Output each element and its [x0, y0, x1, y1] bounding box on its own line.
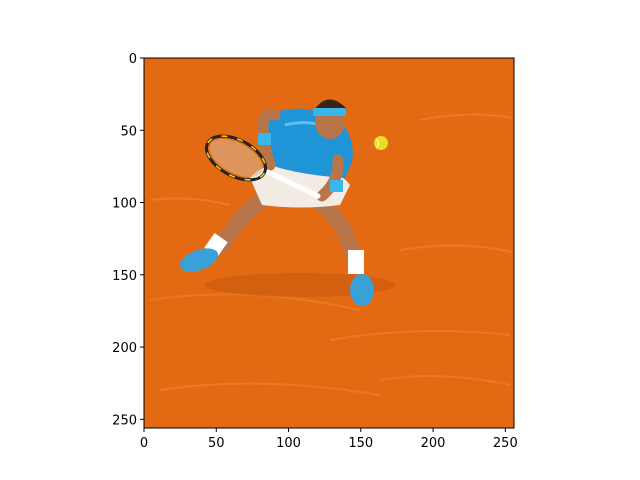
court-texture	[149, 113, 513, 396]
racket-strings	[209, 139, 263, 177]
image-content	[149, 99, 513, 396]
wristband-left	[258, 133, 271, 145]
wristband-right	[330, 180, 343, 192]
racket-handle	[265, 169, 321, 199]
x-tick-label: 50	[208, 436, 225, 451]
right-shoe	[350, 274, 374, 306]
plot-area	[143, 57, 515, 429]
headband	[313, 108, 346, 116]
y-tick-label: 200	[112, 341, 137, 356]
shadow	[205, 273, 395, 297]
y-tick-label: 100	[112, 197, 137, 212]
y-tick-label: 50	[120, 124, 137, 139]
y-axis: 0 50 100 150 200 250	[112, 52, 144, 428]
tennis-ball-seam	[375, 138, 379, 149]
left-shoe	[179, 248, 219, 272]
x-tick-label: 0	[140, 436, 148, 451]
racket-head	[205, 134, 267, 182]
left-arm	[257, 108, 281, 171]
y-tick-label: 0	[129, 52, 137, 67]
right-sock	[348, 250, 364, 274]
x-axis: 0 50 100 150 200 250	[140, 428, 518, 451]
axes-frame	[143, 57, 515, 429]
right-arm	[316, 154, 344, 202]
racket	[205, 134, 321, 199]
x-tick-label: 200	[421, 436, 446, 451]
x-tick-label: 250	[493, 436, 518, 451]
y-tick-label: 250	[112, 413, 137, 428]
x-tick-label: 150	[348, 436, 373, 451]
x-tick-label: 100	[276, 436, 301, 451]
y-tick-label: 150	[112, 269, 137, 284]
